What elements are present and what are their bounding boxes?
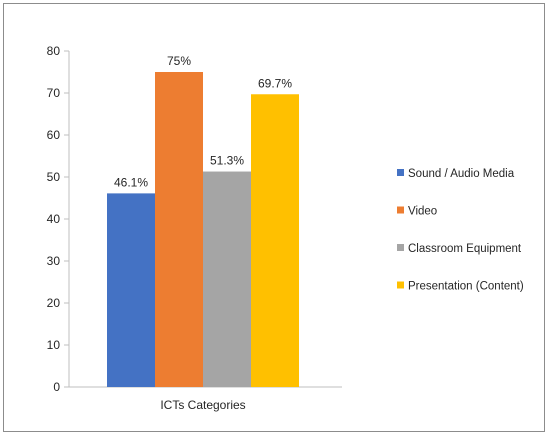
bar bbox=[203, 171, 251, 387]
legend-label: Classroom Equipment bbox=[408, 243, 522, 255]
bar bbox=[107, 193, 155, 387]
data-label: 75% bbox=[167, 54, 191, 68]
y-tick-label: 80 bbox=[47, 44, 61, 58]
legend-swatch bbox=[397, 244, 404, 251]
y-tick-label: 30 bbox=[47, 254, 61, 268]
legend-swatch bbox=[397, 281, 404, 289]
legend-label: Presentation (Content) bbox=[408, 281, 524, 293]
x-category-label: ICTs Categories bbox=[160, 398, 245, 412]
legend-label: Sound / Audio Media bbox=[408, 168, 515, 180]
data-label: 51.3% bbox=[210, 154, 244, 168]
y-tick-label: 20 bbox=[47, 296, 61, 310]
y-tick-label: 10 bbox=[47, 338, 61, 352]
y-tick-label: 40 bbox=[47, 212, 61, 226]
data-label: 69.7% bbox=[258, 76, 292, 90]
axes: 0 10 20 30 40 50 60 70 80 ICTs Categories bbox=[47, 44, 342, 412]
legend: Sound / Audio Media Video Classroom Equipm… bbox=[397, 168, 524, 293]
bars bbox=[107, 72, 299, 387]
data-label: 46.1% bbox=[114, 175, 148, 189]
legend-label: Video bbox=[408, 206, 437, 218]
y-tick-label: 60 bbox=[47, 128, 61, 142]
y-tick-label: 70 bbox=[47, 86, 61, 100]
y-tick-label: 50 bbox=[47, 170, 61, 184]
legend-swatch bbox=[397, 169, 404, 176]
bar bbox=[155, 72, 203, 387]
legend-swatch bbox=[397, 206, 404, 214]
data-labels: 46.1% 75% 51.3% 69.7% bbox=[114, 54, 292, 189]
bar bbox=[251, 94, 299, 387]
y-tick-label: 0 bbox=[53, 380, 60, 394]
